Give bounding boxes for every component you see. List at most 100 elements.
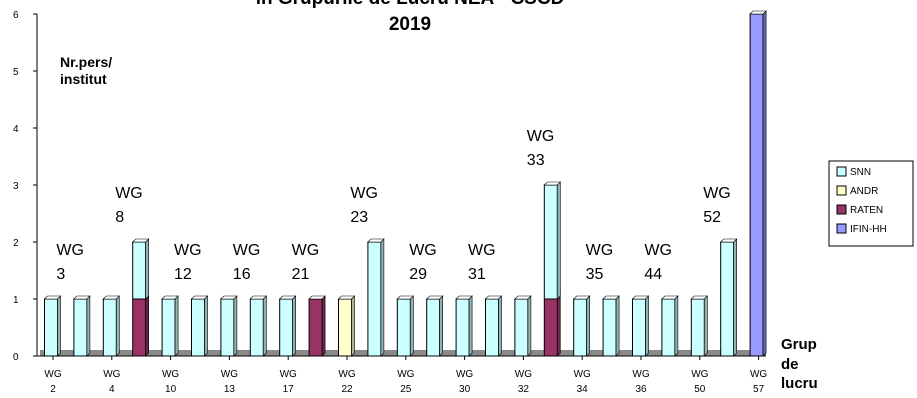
bar-side-snn-wg-25 [409, 295, 414, 357]
legend-swatch-andr [836, 185, 847, 196]
bar-side-raten-wg-8 [145, 295, 149, 357]
bar-side-snn-wg-31 [498, 295, 502, 357]
bar-top-wg-3 [73, 295, 91, 300]
bar-side-snn-wg-16 [262, 295, 267, 357]
legend-entry-raten: RATEN [850, 205, 883, 216]
bar-top-wg-8 [131, 238, 150, 243]
y-tick-label: 3 [13, 181, 19, 192]
x-ticks: WG 2 WG 4 WG 10 WG 13 WG 17 WG 22 WG 25 WG 30 WG 32 WG 34 WG… [44, 356, 767, 395]
bar-snn-wg-3 [73, 298, 88, 357]
bar-annotation-label: 31 [468, 266, 486, 283]
bar-side-snn-wg-36 [645, 295, 649, 357]
bar-side-snn-wg-3 [86, 295, 91, 357]
legend: SNN ANDR RATEN IFIN-HH [828, 160, 914, 247]
x-tick-label: 4 [109, 384, 115, 395]
x-tick-label: WG [103, 369, 120, 380]
bar-top-wg-31 [484, 295, 503, 300]
bar-snn-wg-33 [543, 184, 558, 300]
bar-raten-wg-21 [308, 298, 323, 357]
x-tick-label: WG [632, 369, 649, 380]
bar-snn-wg-25 [396, 298, 411, 357]
bar-side-snn-wg-44 [674, 295, 679, 357]
x-axis-label: Grup de lucru [781, 336, 818, 392]
bar-side-snn-wg-30 [468, 295, 473, 357]
x-tick-label: WG [44, 369, 61, 380]
bar-annotation-label: 21 [292, 266, 310, 283]
bar-side-snn-wg-29 [439, 295, 444, 357]
bar-raten-wg-8 [132, 298, 147, 357]
bar-top-wg-30 [455, 295, 473, 300]
bar-annotation-label: WG [644, 242, 672, 259]
bar-top-wg-10 [161, 295, 179, 300]
bar-snn-wg-52 [720, 241, 735, 357]
bar-snn-wg-29 [426, 298, 441, 357]
bar-top-wg-13 [220, 295, 238, 300]
legend-entry-ifin-hh: IFIN-HH [850, 224, 887, 235]
bar-snn-wg-8 [132, 241, 147, 300]
x-axis-label-line-1: Grup [781, 336, 817, 353]
bar-annotation-label: 52 [703, 209, 721, 226]
bar-top-wg-21 [308, 295, 326, 300]
x-tick-label: WG [280, 369, 297, 380]
x-tick-label: 30 [459, 384, 471, 395]
chart-title: in Grupurile de Lucru NEA - CSCD 2019 [256, 0, 565, 35]
bar-top-wg-52 [719, 238, 738, 243]
x-axis-label-line-2: de [781, 356, 799, 373]
bar-annotation-label: WG [56, 242, 84, 259]
bar-snn-wg-10 [161, 298, 176, 357]
x-axis-label-line-3: lucru [781, 375, 818, 392]
bar-side-snn-wg-4 [116, 295, 120, 357]
bar-annotation-label: WG [586, 242, 614, 259]
x-tick-label: WG [750, 369, 767, 380]
y-tick-label: 0 [13, 352, 19, 363]
bar-snn-wg-34 [573, 298, 588, 357]
bar-top-wg-34 [572, 295, 591, 300]
bar-side-snn-wg-35 [615, 295, 620, 357]
bar-side-snn-wg-23 [380, 238, 385, 357]
y-tick-label: 1 [13, 295, 19, 306]
x-tick-label: 34 [577, 384, 589, 395]
bar-annotation-label: WG [468, 242, 496, 259]
x-tick-label: WG [397, 369, 414, 380]
bar-annotation-label: 23 [350, 209, 368, 226]
y-axis-label: Nr.pers/ institut [60, 54, 112, 87]
bar-top-wg-35 [602, 295, 620, 300]
bar-annotation-label: WG [174, 242, 202, 259]
bar-side-raten-wg-21 [321, 295, 326, 357]
bar-side-snn-wg-34 [586, 295, 591, 357]
bar-side-ifin-hh-wg-57 [762, 10, 767, 357]
bar-snn-wg-16 [249, 298, 264, 357]
bar-top-wg-17 [278, 295, 297, 300]
y-tick-label: 5 [13, 67, 19, 78]
bar-top-wg-23 [367, 238, 385, 243]
bar-side-snn-wg-2 [57, 295, 61, 357]
y-axis-label-line-2: institut [60, 71, 107, 87]
bar-top-wg-57 [749, 10, 767, 15]
bar-side-snn-wg-33 [556, 181, 561, 300]
x-tick-label: WG [515, 369, 532, 380]
bar-snn-wg-4 [102, 298, 117, 357]
bar-annotation-label: WG [233, 242, 261, 259]
bar-annotation-label: 44 [644, 266, 662, 283]
x-tick-label: WG [456, 369, 473, 380]
bar-top-wg-22 [337, 295, 356, 300]
x-tick-label: 36 [635, 384, 647, 395]
x-tick-label: WG [338, 369, 355, 380]
bar-annotation-label: 35 [586, 266, 604, 283]
legend-swatch-snn [836, 166, 847, 177]
x-tick-label: 13 [224, 384, 236, 395]
legend-swatch-raten [836, 204, 847, 215]
bar-annotation-label: 12 [174, 266, 192, 283]
x-tick-label: 32 [518, 384, 530, 395]
bar-side-snn-wg-8 [145, 238, 149, 300]
bar-top-wg-50 [690, 295, 709, 300]
bar-side-snn-wg-32 [527, 295, 532, 357]
bar-snn-wg-13 [220, 298, 235, 357]
bar-snn-wg-30 [455, 298, 470, 357]
y-axis-label-line-1: Nr.pers/ [60, 54, 112, 70]
x-tick-label: WG [221, 369, 238, 380]
bar-annotations: WG 3 WG 8 WG 12 WG 16 WG 21 WG 23 WG 29 WG 31 WG 33 WG 35 WG… [56, 128, 730, 283]
bar-annotation-label: WG [527, 128, 555, 145]
bar-top-wg-44 [661, 295, 679, 300]
bar-side-snn-wg-10 [174, 295, 179, 357]
